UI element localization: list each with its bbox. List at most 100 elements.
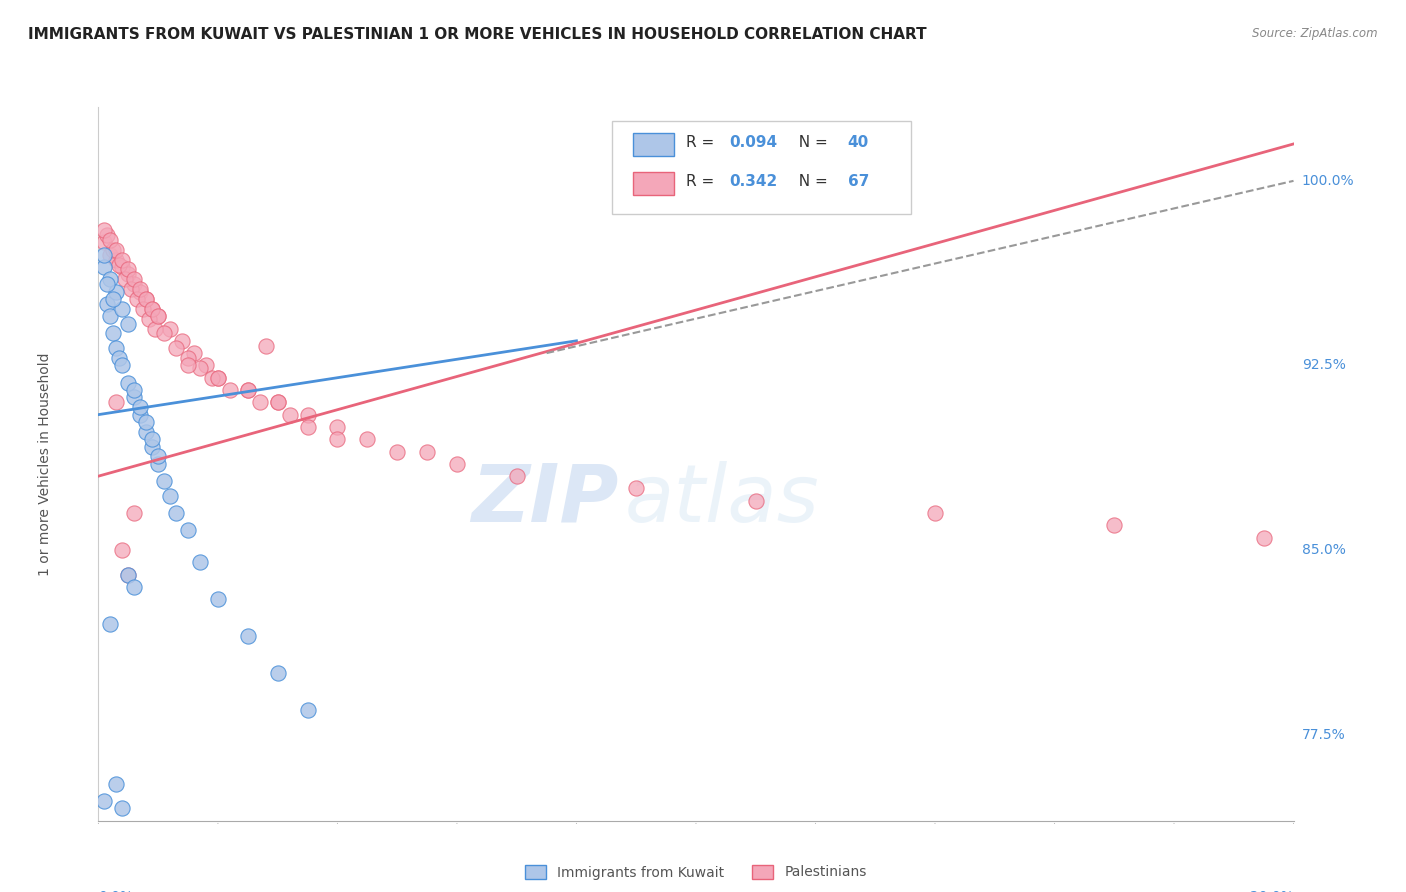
Point — [326, 432, 349, 446]
Point — [207, 592, 229, 607]
Point — [506, 469, 529, 483]
Text: 0.0%: 0.0% — [98, 889, 134, 892]
Point — [124, 277, 146, 292]
Point — [105, 252, 128, 267]
Point — [148, 309, 170, 323]
Point — [129, 401, 152, 415]
Point — [129, 408, 152, 422]
Point — [135, 425, 157, 439]
Point — [96, 297, 118, 311]
Text: R =: R = — [686, 136, 720, 150]
Point — [159, 321, 181, 335]
Text: atlas: atlas — [624, 460, 820, 539]
Point — [148, 309, 170, 323]
Point — [141, 301, 163, 316]
Point — [111, 359, 134, 373]
Point — [141, 440, 163, 454]
Point — [141, 301, 163, 316]
Point — [194, 359, 218, 373]
Point — [98, 248, 122, 262]
Point — [148, 450, 170, 464]
Text: R =: R = — [686, 175, 720, 189]
Point — [129, 282, 152, 296]
Point — [93, 235, 115, 250]
Point — [103, 243, 125, 257]
Point — [138, 311, 160, 326]
Point — [108, 258, 131, 272]
Point — [267, 395, 290, 409]
Text: 92.5%: 92.5% — [1302, 359, 1346, 373]
Point — [236, 383, 259, 397]
Text: 20.0%: 20.0% — [1250, 889, 1294, 892]
Point — [143, 321, 166, 335]
Point — [96, 277, 118, 292]
Point — [108, 351, 131, 365]
Point — [1102, 518, 1125, 533]
Point — [98, 233, 122, 247]
Point — [278, 408, 301, 422]
Point — [207, 370, 229, 384]
Text: 85.0%: 85.0% — [1302, 543, 1346, 557]
Point — [120, 282, 142, 296]
Point — [124, 506, 146, 520]
Point — [127, 292, 149, 306]
Text: ZIP: ZIP — [471, 460, 619, 539]
Text: 77.5%: 77.5% — [1302, 728, 1346, 741]
Point — [117, 567, 139, 582]
Point — [172, 334, 194, 348]
Text: Source: ZipAtlas.com: Source: ZipAtlas.com — [1253, 27, 1378, 40]
Point — [1253, 531, 1275, 545]
Point — [98, 616, 122, 631]
Point — [267, 665, 290, 680]
Point — [117, 317, 139, 331]
Point — [924, 506, 946, 520]
Point — [745, 493, 768, 508]
Point — [177, 359, 200, 373]
Point — [236, 383, 259, 397]
Point — [236, 629, 259, 643]
Point — [93, 223, 115, 237]
Point — [117, 567, 139, 582]
Point — [96, 227, 118, 242]
Text: IMMIGRANTS FROM KUWAIT VS PALESTINIAN 1 OR MORE VEHICLES IN HOUSEHOLD CORRELATIO: IMMIGRANTS FROM KUWAIT VS PALESTINIAN 1 … — [28, 27, 927, 42]
Text: N =: N = — [789, 136, 832, 150]
Point — [326, 420, 349, 434]
Point — [183, 346, 205, 360]
Point — [103, 292, 125, 306]
Point — [135, 292, 157, 306]
Point — [159, 489, 181, 503]
Point — [148, 457, 170, 471]
Point — [93, 794, 115, 808]
Point — [111, 260, 134, 274]
Point — [105, 285, 128, 299]
Point — [129, 285, 152, 299]
Point — [297, 420, 319, 434]
Point — [177, 523, 200, 537]
Point — [114, 272, 136, 286]
Point — [105, 341, 128, 355]
Bar — [633, 133, 675, 155]
Point — [153, 326, 176, 341]
Point — [624, 482, 647, 496]
Point — [117, 262, 139, 277]
Text: 100.0%: 100.0% — [1302, 174, 1354, 188]
Point — [297, 408, 319, 422]
Point — [165, 506, 187, 520]
Point — [254, 339, 277, 353]
Point — [124, 391, 146, 405]
Point — [267, 395, 290, 409]
Point — [177, 351, 200, 365]
Point — [124, 272, 146, 286]
Point — [105, 777, 128, 791]
Point — [111, 543, 134, 558]
Point — [416, 444, 439, 458]
Text: 40: 40 — [848, 136, 869, 150]
Point — [446, 457, 468, 471]
Point — [135, 292, 157, 306]
Point — [207, 370, 229, 384]
Point — [135, 415, 157, 429]
Point — [201, 370, 224, 384]
Point — [153, 474, 176, 488]
Point — [219, 383, 242, 397]
Point — [111, 801, 134, 815]
